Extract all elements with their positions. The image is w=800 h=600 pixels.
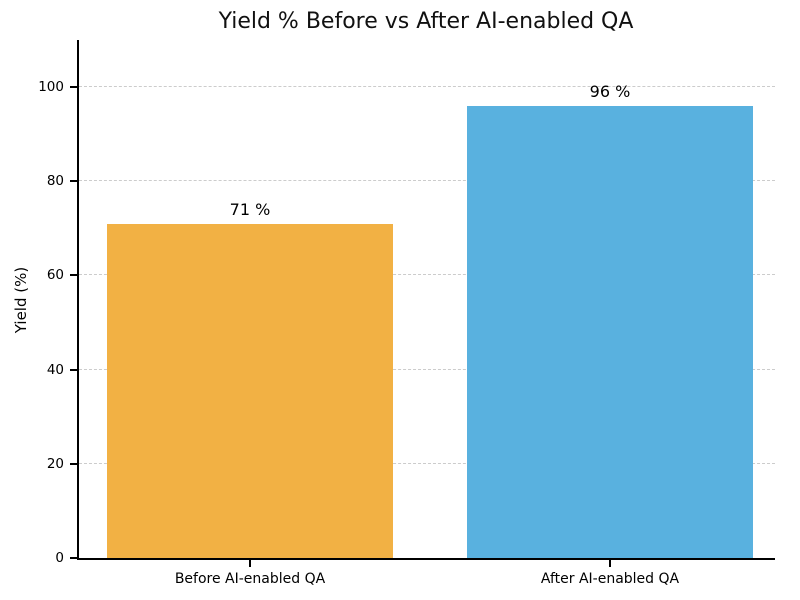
gridline-y60: [79, 274, 775, 276]
bar-value-label: 96 %: [589, 81, 631, 101]
gridline-y40: [79, 368, 775, 370]
y-tick-label: 0: [55, 550, 64, 566]
y-tick-mark: [70, 368, 77, 371]
y-tick-label: 100: [38, 79, 64, 96]
x-tick-label: Before AI-enabled QA: [174, 571, 326, 587]
y-tick-mark: [70, 274, 77, 277]
y-tick-mark: [70, 180, 77, 183]
y-tick-label: 20: [46, 455, 64, 472]
x-tick-mark: [249, 560, 251, 567]
bar-value-label: 71 %: [229, 199, 271, 219]
y-tick-mark: [70, 557, 77, 559]
y-tick-mark: [70, 86, 77, 89]
x-tick-label: After AI-enabled QA: [540, 571, 680, 587]
plot-area: 71 % 96 %: [77, 40, 775, 560]
y-tick-mark: [70, 462, 77, 465]
y-tick-label: 80: [46, 173, 64, 190]
gridline-y20: [79, 462, 775, 464]
bar-after: [467, 105, 753, 558]
bar-before: [107, 223, 393, 558]
gridline-y80: [79, 180, 775, 182]
y-tick-label: 60: [46, 267, 64, 284]
x-tick-mark: [609, 560, 611, 567]
chart-title: Yield % Before vs After AI-enabled QA: [218, 9, 634, 34]
y-tick-label: 40: [46, 361, 64, 378]
gridline-y100: [79, 86, 775, 88]
